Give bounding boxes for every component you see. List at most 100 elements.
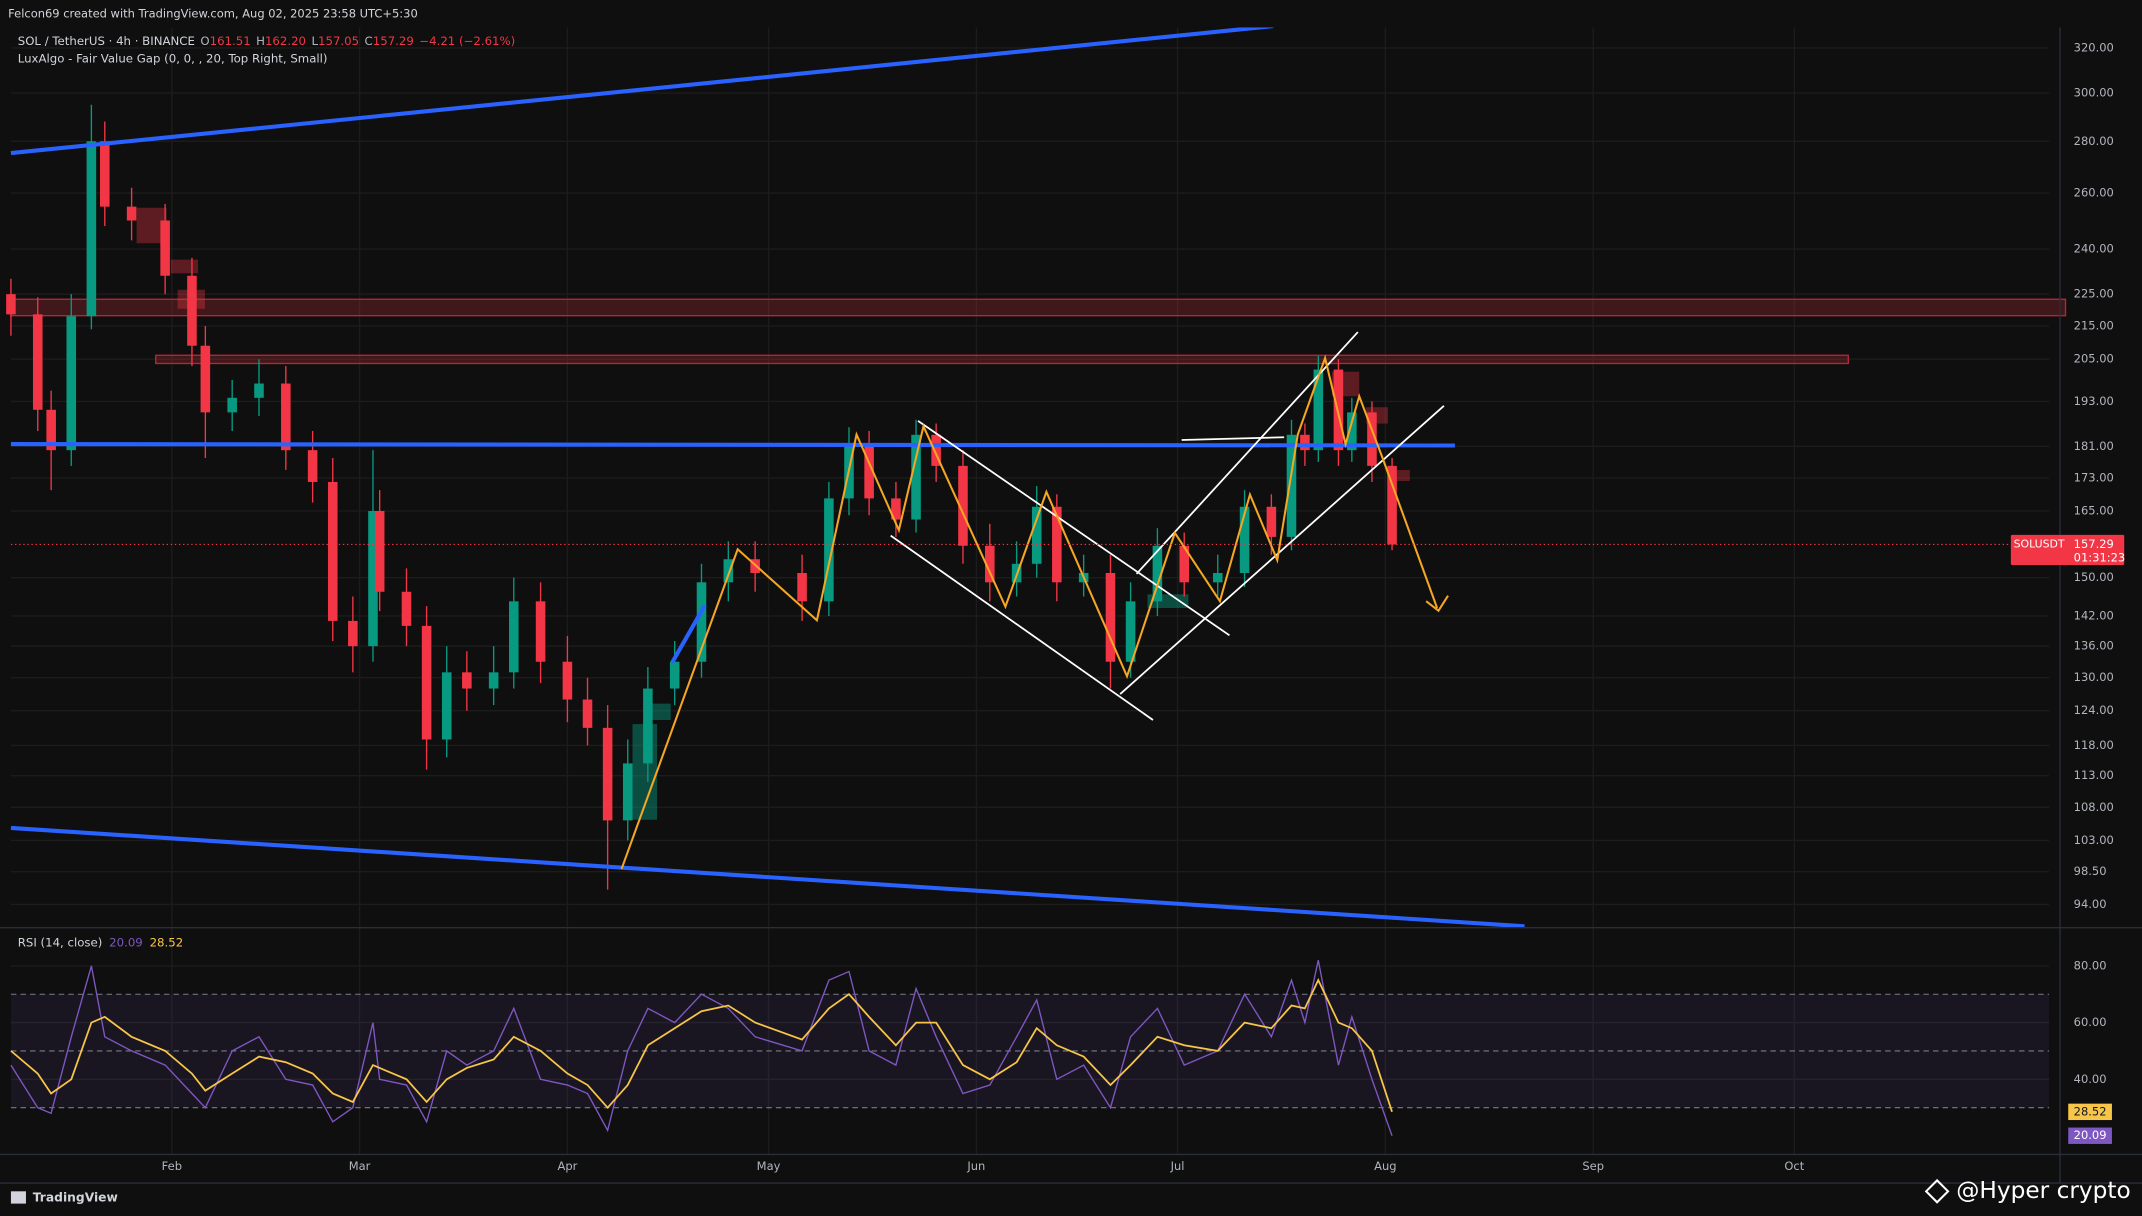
x-tick-label: Mar [349, 1159, 371, 1173]
candle-body [723, 559, 734, 583]
y-tick-label: 136.00 [2074, 639, 2114, 653]
axes: 320.00 300.00 280.00 260.00 240.00 225.00 215.… [162, 40, 2126, 1173]
candle-body [6, 294, 16, 315]
y-tick-label: 193.00 [2074, 394, 2114, 408]
channel-line [1181, 436, 1285, 441]
candle-body [126, 206, 137, 221]
candle-body [1152, 545, 1163, 602]
y-tick-label: 181.00 [2074, 439, 2114, 453]
candle-body [643, 688, 653, 764]
trendline [670, 604, 707, 664]
candle-body [602, 727, 613, 821]
rsi-ma-value: 28.52 [150, 935, 184, 949]
y-tick-label: 260.00 [2074, 186, 2114, 200]
candle-body [696, 582, 707, 662]
candle-body [200, 345, 211, 413]
candle-body [1266, 506, 1277, 537]
ohlc-value: 161.51 [210, 34, 251, 48]
candle-body [1347, 412, 1357, 451]
candle-body [911, 434, 921, 520]
symbol-line: SOL / TetherUS · 4h · BINANCE O161.51 H162… [18, 34, 516, 48]
candle-body [864, 446, 874, 499]
trendline [10, 825, 1525, 929]
candle-body [535, 601, 546, 662]
candle-body [327, 481, 338, 621]
y-tick-label: 98.50 [2074, 864, 2107, 878]
candles [6, 104, 1397, 890]
candle-body [187, 275, 197, 346]
arrow-head [1425, 595, 1449, 613]
price-badge-countdown: 01:31:23 [2074, 551, 2126, 565]
y-tick-label: 320.00 [2074, 40, 2114, 54]
ohlc-change: −4.21 (−2.61%) [419, 34, 515, 48]
x-tick-label: Jun [966, 1159, 985, 1173]
rsi-line [10, 960, 1393, 1136]
y-tick-label: 103.00 [2074, 833, 2114, 847]
zigzag [620, 354, 1439, 870]
candle-body [348, 620, 358, 647]
trendline [10, 24, 1274, 156]
y-tick-label: 60.00 [2074, 1015, 2107, 1029]
resistance-zone [155, 354, 1849, 365]
candle-body [622, 763, 633, 821]
rsi-badge-value: 28.52 [2074, 1104, 2107, 1118]
brand-logo [10, 1191, 26, 1204]
candle-body [1286, 434, 1297, 537]
ohlc-key: O [200, 34, 209, 48]
y-tick-label: 300.00 [2074, 86, 2114, 100]
candle-body [797, 572, 807, 602]
candle-body [32, 314, 43, 410]
ohlc-key: L [311, 34, 318, 48]
top-bar [0, 0, 2142, 28]
candle-body [508, 601, 519, 673]
candle-body [562, 661, 573, 700]
x-tick-label: Feb [162, 1159, 182, 1173]
candle-body [891, 498, 901, 520]
candle-body [985, 545, 995, 583]
symbol: SOL / TetherUS · 4h · BINANCE [18, 34, 195, 48]
x-tick-label: Jul [1170, 1159, 1185, 1173]
brand: TradingView [33, 1191, 118, 1205]
candle-body [100, 141, 110, 207]
y-tick-label: 94.00 [2074, 897, 2107, 911]
candle-body [1367, 412, 1377, 466]
candle-body [1300, 434, 1310, 451]
x-tick-label: Sep [1582, 1159, 1604, 1173]
candle-body [958, 465, 968, 546]
candle-body [374, 511, 385, 592]
candle-body [421, 625, 432, 740]
candle-body [1125, 601, 1136, 662]
candle-body [1313, 369, 1324, 451]
y-tick-label: 40.00 [2074, 1072, 2107, 1086]
candle-body [441, 672, 452, 740]
candle-body [86, 141, 97, 317]
candle-body [1212, 572, 1223, 583]
candle-body [66, 316, 77, 451]
y-tick-label: 80.00 [2074, 958, 2107, 972]
rsi-value: 20.09 [109, 935, 143, 949]
price-badge [2010, 534, 2125, 565]
channel-line [890, 534, 1154, 721]
rsi-badge-value: 20.09 [2074, 1128, 2107, 1142]
watermark: @Hyper crypto [1956, 1177, 2130, 1204]
price-badge-name: SOLUSDT [2014, 537, 2065, 550]
watermark-logo [1924, 1178, 1950, 1204]
fvg-box [170, 259, 199, 274]
y-tick-label: 124.00 [2074, 703, 2114, 717]
candle-body [1239, 506, 1250, 573]
x-tick-label: May [757, 1159, 781, 1173]
candle-body [1387, 465, 1397, 545]
price-badge-value: 157.29 [2074, 537, 2114, 551]
candle-body [281, 383, 291, 451]
trendlines [10, 24, 1525, 929]
y-tick-label: 205.00 [2074, 352, 2114, 366]
rsi-line [10, 978, 1393, 1113]
x-tick-label: Oct [1784, 1159, 1804, 1173]
candle-body [401, 591, 412, 626]
y-tick-label: 113.00 [2074, 768, 2114, 782]
y-tick-label: 130.00 [2074, 670, 2114, 684]
x-tick-label: Apr [557, 1159, 577, 1173]
candle-body [254, 383, 264, 398]
